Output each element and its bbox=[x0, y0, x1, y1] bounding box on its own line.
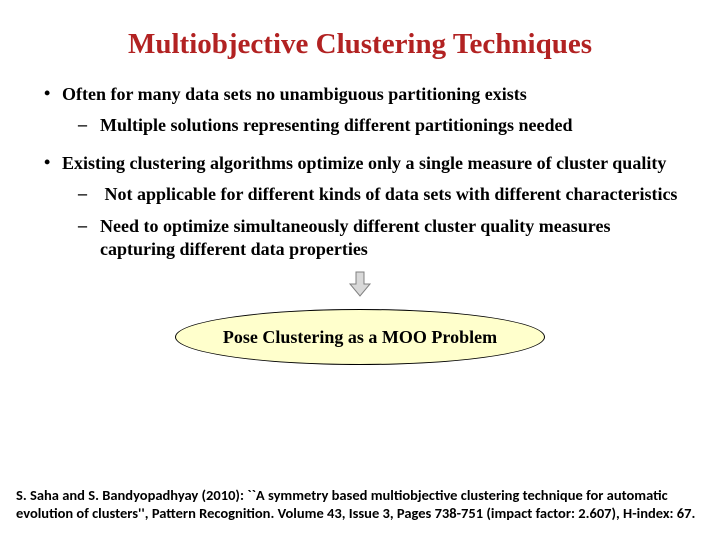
bullet-text: Existing clustering algorithms optimize … bbox=[62, 152, 666, 175]
citation-text: S. Saha and S. Bandyopadhyay (2010): ``A… bbox=[16, 486, 704, 522]
bullet-level2: – Not applicable for different kinds of … bbox=[78, 183, 688, 206]
slide: Multiobjective Clustering Techniques • O… bbox=[0, 0, 720, 540]
bullet-text: Multiple solutions representing differen… bbox=[100, 114, 573, 137]
bullet-list: • Often for many data sets no unambiguou… bbox=[32, 83, 688, 260]
bullet-level1: • Often for many data sets no unambiguou… bbox=[44, 83, 688, 106]
bullet-dot-icon: • bbox=[44, 83, 62, 106]
bullet-text: Not applicable for different kinds of da… bbox=[100, 183, 677, 206]
down-arrow-container bbox=[32, 270, 688, 303]
bullet-level2: – Need to optimize simultaneously differ… bbox=[78, 215, 688, 260]
bullet-dash-icon: – bbox=[78, 183, 100, 206]
bullet-dash-icon: – bbox=[78, 215, 100, 260]
bullet-level1: • Existing clustering algorithms optimiz… bbox=[44, 152, 688, 175]
bullet-text: Need to optimize simultaneously differen… bbox=[100, 215, 688, 260]
bullet-inner-text: Not applicable for different kinds of da… bbox=[105, 184, 678, 204]
callout-oval: Pose Clustering as a MOO Problem bbox=[175, 309, 545, 365]
bullet-dot-icon: • bbox=[44, 152, 62, 175]
bullet-dash-icon: – bbox=[78, 114, 100, 137]
page-title: Multiobjective Clustering Techniques bbox=[32, 28, 688, 61]
down-arrow-icon bbox=[346, 270, 374, 298]
bullet-level2: – Multiple solutions representing differ… bbox=[78, 114, 688, 137]
bullet-text: Often for many data sets no unambiguous … bbox=[62, 83, 527, 106]
callout-text: Pose Clustering as a MOO Problem bbox=[223, 327, 497, 348]
